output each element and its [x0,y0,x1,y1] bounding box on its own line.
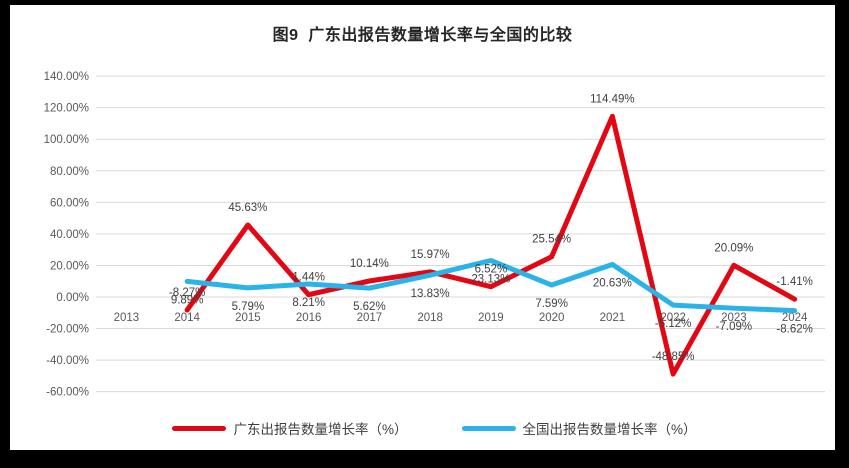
national-line [184,258,798,314]
chart-panel: 图9 广东出报告数量增长率与全国的比较 140.00% 120.00% 100.00… [10,5,835,450]
data-label-guangdong-line: 45.63% [228,202,267,214]
y-tick-label: 100.00% [44,134,89,146]
data-label-guangdong-line: 6.52% [475,264,508,276]
guangdong-line [184,113,798,377]
y-tick-label: 80.00% [50,166,89,178]
data-label-national-line: 20.63% [593,277,632,289]
y-tick-label: 0.00% [56,292,89,304]
data-label-national-line: 5.79% [232,301,265,313]
data-label-national-line: 9.89% [171,294,204,306]
x-tick-label: 2021 [600,312,626,324]
x-tick-label: 2020 [539,312,565,324]
data-label-national-line: 8.21% [292,297,325,309]
national-line-swatch [461,425,516,431]
legend-item-national: 全国出报告数量增长率（%） [461,418,697,438]
data-label-guangdong-line: -1.41% [776,276,812,288]
x-tick-label: 2019 [478,312,504,324]
data-label-guangdong-line: 10.14% [350,258,389,270]
data-label-national-line: -5.12% [655,318,691,330]
y-tick-label: -60.00% [46,387,89,399]
data-label-guangdong-line: 1.44% [292,272,325,284]
chart-title: 图9 广东出报告数量增长率与全国的比较 [272,27,573,44]
y-tick-label: -20.00% [46,324,89,336]
guangdong-line-swatch [172,425,227,431]
data-label-national-line: 7.59% [535,298,568,310]
x-tick-label: 2017 [357,312,383,324]
x-tick-label: 2023 [721,312,747,324]
y-tick-label: 60.00% [50,197,89,209]
y-tick-label: -40.00% [46,355,89,367]
data-label-national-line: 5.62% [353,301,386,313]
legend-label-national: 全国出报告数量增长率（%） [522,422,697,437]
legend: 广东出报告数量增长率（%） 全国出报告数量增长率（%） [10,418,849,438]
data-label-national-line: 23.13% [471,274,510,286]
x-tick-label: 2013 [114,312,140,324]
y-tick-label: 120.00% [44,103,89,115]
data-label-national-line: -8.62% [776,324,812,336]
data-label-guangdong-line: -48.85% [652,351,695,363]
data-label-guangdong-line: 15.97% [411,249,450,261]
data-label-guangdong-line: -8.27% [169,287,205,299]
x-tick-label: 2018 [417,312,443,324]
data-label-national-line: -7.09% [716,321,752,333]
legend-label-guangdong: 广东出报告数量增长率（%） [233,422,408,437]
data-label-national-line: 13.83% [411,288,450,300]
x-tick-label: 2022 [660,312,686,324]
line-plot: 140.00% 120.00% 100.00% 80.00% 60.00% 40.00% 2… [44,71,825,399]
y-tick-label: 40.00% [50,229,89,241]
y-tick-label: 140.00% [44,71,89,83]
x-tick-label: 2024 [782,312,808,324]
y-tick-label: 20.00% [50,260,89,272]
data-label-guangdong-line: 114.49% [590,93,635,105]
x-tick-label: 2014 [174,312,200,324]
x-tick-label: 2016 [296,312,322,324]
data-label-guangdong-line: 20.09% [714,242,753,254]
data-label-guangdong-line: 25.54% [532,234,571,246]
x-tick-label: 2015 [235,312,261,324]
legend-item-guangdong: 广东出报告数量增长率（%） [172,418,408,438]
